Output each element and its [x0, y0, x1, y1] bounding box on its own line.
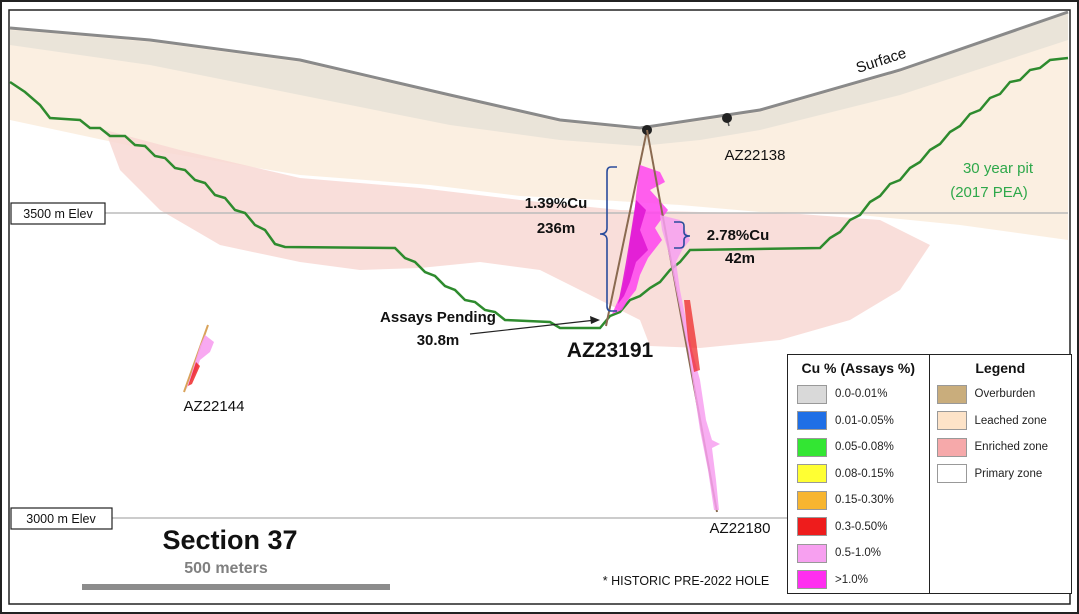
elev-3500-box	[10, 202, 106, 225]
cu-legend-label: 0.0-0.01%	[835, 388, 888, 401]
cu-legend-title: Cu % (Assays %)	[801, 360, 916, 376]
zone-legend-label: Leached zone	[974, 414, 1047, 427]
zone-legend-swatch	[936, 464, 967, 484]
enriched-zone	[105, 130, 930, 348]
hole-az22138-collar	[722, 113, 732, 123]
interval2-length: 42m	[725, 250, 755, 267]
interval1-bracket	[599, 166, 617, 312]
pending-label-line2: 30.8m	[417, 332, 460, 349]
pending-arrow-line	[469, 319, 597, 335]
elev-3500-label: 3500 m Elev	[23, 207, 93, 221]
cu-legend-label: 0.15-0.30%	[835, 494, 894, 507]
cu-legend-label: 0.01-0.05%	[835, 414, 894, 427]
section-title: Section 37	[162, 525, 297, 555]
scale-label: 500 meters	[184, 560, 268, 577]
cu-legend-swatch	[797, 464, 827, 484]
interval2-bracket	[674, 221, 691, 249]
zone-legend: Legend Overburden Leached zone Enriched zo…	[930, 355, 1072, 593]
cu-legend-swatch	[797, 543, 827, 563]
zone-legend-label: Overburden	[974, 388, 1036, 401]
zone-legend-item: Enriched zone	[930, 434, 1072, 461]
overburden-zone	[10, 12, 1068, 146]
surface-line	[9, 10, 1069, 130]
cu-legend-swatch	[797, 570, 827, 590]
cu-legend-item: 0.5-1.0%	[788, 540, 929, 567]
cu-legend-item: 0.01-0.05%	[788, 408, 929, 435]
cu-legend-label: 0.5-1.0%	[835, 547, 882, 560]
hole-az22180-assays	[660, 215, 720, 510]
cu-legend-label: >1.0%	[835, 573, 868, 586]
cu-legend: Cu % (Assays %) 0.0-0.01% 0.01-0.05% 0.05-…	[788, 355, 930, 593]
cu-legend-swatch	[797, 384, 827, 404]
cu-legend-label: 0.05-0.08%	[835, 441, 894, 454]
historic-note: * HISTORIC PRE-2022 HOLE	[603, 574, 770, 588]
cu-legend-item: 0.08-0.15%	[788, 461, 929, 488]
legend-panel: Cu % (Assays %) 0.0-0.01% 0.01-0.05% 0.05-…	[787, 354, 1072, 594]
cu-legend-item: 0.15-0.30%	[788, 487, 929, 514]
pending-arrow-head	[590, 316, 600, 324]
cu-legend-swatch	[797, 411, 827, 431]
scale-bar	[82, 584, 390, 590]
elev-3000-label: 3000 m Elev	[26, 512, 96, 526]
hole-az23191-label: AZ23191	[567, 339, 654, 362]
hole-az23191-trace	[605, 129, 648, 327]
hole-az22180-assays-mixed	[684, 300, 700, 372]
pit-label-line1: 30 year pit	[963, 160, 1034, 177]
cu-legend-swatch	[797, 490, 827, 510]
hole-az23191-assays-high	[618, 200, 648, 304]
zone-legend-swatch	[936, 411, 967, 431]
cu-legend-label: 0.3-0.50%	[835, 520, 888, 533]
elev-3000-box	[10, 507, 113, 530]
hole-az22180-label: AZ22180	[710, 520, 771, 537]
cu-legend-label: 0.08-0.15%	[835, 467, 894, 480]
zone-legend-title: Legend	[975, 360, 1026, 376]
hole-az22144-assays-high	[188, 362, 200, 386]
hole-az22138-label: AZ22138	[725, 147, 786, 164]
zone-legend-swatch	[936, 437, 967, 457]
cu-legend-item: >1.0%	[788, 567, 929, 594]
zone-legend-item: Primary zone	[930, 461, 1072, 488]
cu-legend-item: 0.3-0.50%	[788, 514, 929, 541]
pit-label-line2: (2017 PEA)	[950, 184, 1028, 201]
zone-legend-item: Overburden	[930, 381, 1072, 408]
zone-legend-item: Leached zone	[930, 408, 1072, 435]
pit-outline	[9, 56, 1069, 330]
hole-az22144-trace	[183, 324, 209, 393]
cu-legend-swatch	[797, 437, 827, 457]
interval1-grade: 1.39%Cu	[525, 195, 588, 212]
cu-legend-item: 0.05-0.08%	[788, 434, 929, 461]
interval2-grade: 2.78%Cu	[707, 227, 770, 244]
pending-label-line1: Assays Pending	[380, 309, 496, 326]
cu-legend-item: 0.0-0.01%	[788, 381, 929, 408]
zone-legend-label: Primary zone	[974, 467, 1043, 480]
hole-az22144-label: AZ22144	[184, 398, 245, 415]
zone-legend-label: Enriched zone	[974, 441, 1049, 454]
cu-legend-swatch	[797, 517, 827, 537]
interval1-length: 236m	[537, 220, 575, 237]
zone-legend-swatch	[936, 384, 967, 404]
